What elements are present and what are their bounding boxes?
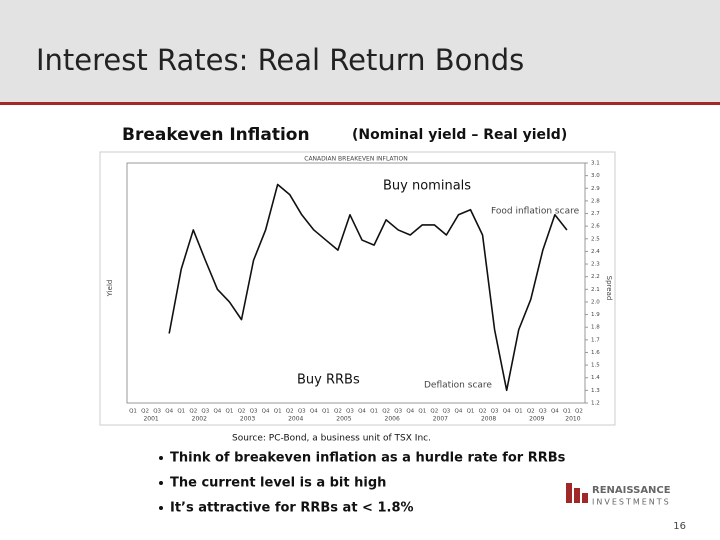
- x-tick-label: Q4: [455, 409, 463, 415]
- y2-axis-label: Spread: [605, 276, 613, 301]
- x-tick-label: Q3: [346, 409, 354, 415]
- bullet-dot: [159, 506, 163, 510]
- x-tick-label: Q2: [575, 409, 583, 415]
- y-tick-label: 1.3: [591, 388, 600, 394]
- y-tick-label: 1.8: [591, 325, 600, 331]
- x-tick-label: Q3: [153, 409, 161, 415]
- annotation: Buy RRBs: [297, 373, 360, 388]
- logo-text: RENAISSANCE: [592, 485, 671, 496]
- x-tick-label: Q1: [515, 409, 523, 415]
- bullet-text: The current level is a bit high: [170, 476, 386, 491]
- year-label: 2003: [240, 416, 255, 423]
- logo: RENAISSANCE INVESTMENTS: [566, 483, 671, 507]
- x-tick-label: Q3: [394, 409, 402, 415]
- x-tick-label: Q1: [467, 409, 475, 415]
- y-tick-label: 1.4: [591, 375, 600, 381]
- bullet-text: It’s attractive for RRBs at < 1.8%: [170, 501, 414, 516]
- x-tick-label: Q3: [491, 409, 499, 415]
- annotation: Buy nominals: [383, 179, 471, 194]
- y-tick-label: 2.3: [591, 262, 600, 268]
- subtitle: Breakeven Inflation: [122, 125, 310, 145]
- page-number: 16: [673, 521, 686, 532]
- y-tick-label: 1.6: [591, 350, 600, 356]
- x-tick-label: Q2: [430, 409, 438, 415]
- x-tick-label: Q1: [129, 409, 137, 415]
- year-label: 2006: [385, 416, 400, 423]
- logo-text: INVESTMENTS: [592, 498, 671, 507]
- y-tick-label: 2.0: [591, 299, 600, 305]
- annotation: Deflation scare: [424, 381, 492, 391]
- x-tick-label: Q1: [322, 409, 330, 415]
- x-tick-label: Q1: [177, 409, 185, 415]
- plot-area: [126, 162, 586, 404]
- year-label: 2002: [192, 416, 207, 423]
- year-label: 2004: [288, 416, 303, 423]
- y-tick-label: 2.9: [591, 186, 600, 192]
- x-tick-label: Q3: [442, 409, 450, 415]
- y-tick-label: 2.1: [591, 287, 600, 293]
- title-rule: [0, 102, 720, 105]
- series-line: [168, 183, 568, 392]
- slide-title: Interest Rates: Real Return Bonds: [36, 43, 524, 77]
- x-tick-label: Q2: [382, 409, 390, 415]
- x-tick-label: Q1: [370, 409, 378, 415]
- y-tick-label: 1.2: [591, 401, 600, 407]
- bullets: Think of breakeven inflation as a hurdle…: [159, 451, 566, 516]
- x-tick-label: Q4: [551, 409, 559, 415]
- logo-bar: [582, 493, 588, 503]
- x-tick-label: Q4: [213, 409, 221, 415]
- subtitle-note: (Nominal yield – Real yield): [352, 127, 567, 143]
- title-bar: [0, 0, 720, 102]
- y-tick-label: 1.5: [591, 363, 600, 369]
- year-label: 2007: [433, 416, 448, 423]
- x-tick-label: Q4: [406, 409, 414, 415]
- x-tick-label: Q1: [563, 409, 571, 415]
- year-label: 2001: [143, 416, 158, 423]
- chart-frame: [99, 151, 616, 426]
- logo-bar: [574, 488, 580, 503]
- x-tick-label: Q3: [201, 409, 209, 415]
- source: Source: PC-Bond, a business unit of TSX …: [232, 434, 431, 444]
- x-tick-label: Q2: [286, 409, 294, 415]
- y-axis-label: Yield: [106, 280, 114, 298]
- x-tick-label: Q2: [334, 409, 342, 415]
- y-tick-label: 2.2: [591, 274, 600, 280]
- y-tick-label: 3.0: [591, 173, 600, 179]
- y-tick-label: 2.8: [591, 198, 600, 204]
- x-tick-label: Q4: [165, 409, 173, 415]
- x-tick-label: Q3: [250, 409, 258, 415]
- y-tick-label: 2.6: [591, 224, 600, 230]
- bullet-dot: [159, 481, 163, 485]
- x-tick-label: Q3: [298, 409, 306, 415]
- x-tick-label: Q1: [418, 409, 426, 415]
- year-label: 2010: [565, 416, 580, 423]
- bullet-text: Think of breakeven inflation as a hurdle…: [170, 451, 566, 466]
- x-tick-label: Q1: [274, 409, 282, 415]
- x-tick-label: Q3: [539, 409, 547, 415]
- y-tick-label: 1.7: [591, 337, 600, 343]
- x-tick-label: Q2: [189, 409, 197, 415]
- logo-bar: [566, 483, 572, 503]
- x-tick-label: Q2: [527, 409, 535, 415]
- x-tick-label: Q4: [358, 409, 366, 415]
- x-tick-label: Q4: [310, 409, 318, 415]
- chart-title: CANADIAN BREAKEVEN INFLATION: [304, 156, 407, 163]
- y-tick-label: 2.7: [591, 211, 600, 217]
- x-tick-label: Q2: [238, 409, 246, 415]
- year-label: 2005: [336, 416, 351, 423]
- y-tick-label: 2.4: [591, 249, 600, 255]
- x-tick-label: Q4: [262, 409, 270, 415]
- annotation: Food inflation scare: [491, 207, 580, 217]
- x-tick-label: Q2: [479, 409, 487, 415]
- year-label: 2008: [481, 416, 496, 423]
- y-tick-label: 3.1: [591, 161, 600, 167]
- x-tick-label: Q1: [226, 409, 234, 415]
- x-tick-label: Q2: [141, 409, 149, 415]
- y-tick-label: 1.9: [591, 312, 600, 318]
- bullet-dot: [159, 456, 163, 460]
- year-label: 2009: [529, 416, 544, 423]
- y-tick-label: 2.5: [591, 236, 600, 242]
- x-tick-label: Q4: [503, 409, 511, 415]
